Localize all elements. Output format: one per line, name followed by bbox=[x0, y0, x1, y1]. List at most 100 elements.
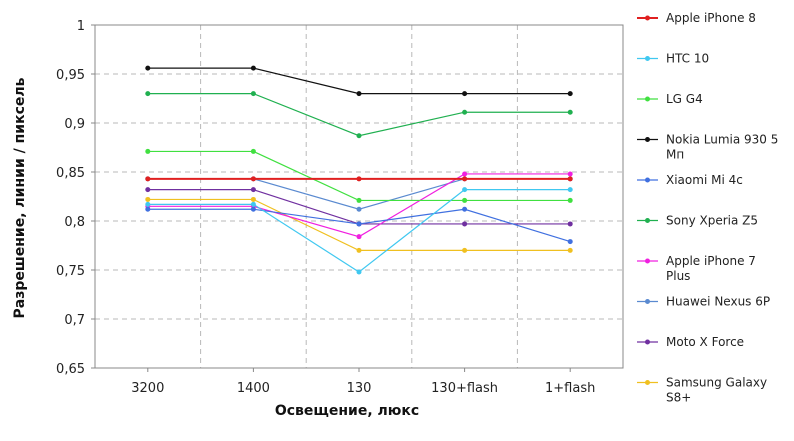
data-point bbox=[462, 176, 468, 182]
legend-item: Sony Xperia Z5 bbox=[637, 214, 758, 228]
legend-item: Huawei Nexus 6P bbox=[637, 295, 770, 309]
legend-swatch-marker bbox=[645, 218, 650, 223]
data-point bbox=[462, 247, 468, 253]
legend-label: LG G4 bbox=[666, 92, 703, 106]
data-point bbox=[145, 196, 151, 202]
data-point bbox=[462, 206, 468, 212]
legend-label: Apple iPhone 7 Plus bbox=[666, 254, 756, 283]
data-point bbox=[356, 221, 362, 227]
legend-item: Samsung Galaxy S8+ bbox=[637, 376, 767, 405]
data-point bbox=[567, 221, 573, 227]
data-point bbox=[567, 109, 573, 115]
legend-label: Nokia Lumia 930 5 Мп bbox=[666, 133, 778, 162]
data-point bbox=[250, 91, 256, 97]
legend-item: Apple iPhone 8 bbox=[637, 11, 756, 25]
y-tick-label: 0,8 bbox=[64, 215, 85, 230]
data-point bbox=[356, 269, 362, 275]
x-tick-label: 130+flash bbox=[431, 381, 498, 396]
data-point bbox=[145, 201, 151, 207]
data-point bbox=[250, 196, 256, 202]
data-point bbox=[356, 247, 362, 253]
legend-swatch-marker bbox=[645, 177, 650, 183]
data-point bbox=[462, 109, 468, 115]
legend-item: HTC 10 bbox=[637, 52, 709, 66]
legend-item: Apple iPhone 7 Plus bbox=[637, 254, 756, 283]
legend-label: Xiaomi Mi 4c bbox=[666, 173, 743, 187]
series-htc-10 bbox=[145, 187, 573, 275]
legend-swatch-marker bbox=[645, 380, 650, 385]
legend-label: HTC 10 bbox=[666, 52, 709, 66]
x-tick-label: 130 bbox=[347, 381, 372, 396]
axes: 0,65 0,7 0,75 0,8 0,85 0,9 0,95 1 3200 1400 130 130… bbox=[56, 19, 624, 396]
series-nokia-lumia-930-5-мп bbox=[145, 65, 573, 97]
legend-swatch-marker bbox=[645, 15, 650, 21]
series-xiaomi-mi-4c bbox=[145, 206, 573, 245]
y-axis-title: Разрешение, линии / пиксель bbox=[12, 77, 28, 318]
y-tick-label: 0,85 bbox=[56, 166, 85, 181]
y-tick-label: 1 bbox=[77, 19, 85, 34]
legend-item: Moto X Force bbox=[637, 335, 744, 349]
x-tick-label: 1400 bbox=[237, 381, 270, 396]
y-tick-label: 0,95 bbox=[56, 68, 85, 83]
legend-item: Nokia Lumia 930 5 Мп bbox=[637, 133, 778, 162]
data-point bbox=[356, 176, 362, 182]
x-axis-title: Освещение, люкс bbox=[275, 403, 419, 419]
series-lg-g4 bbox=[145, 148, 573, 203]
x-tick-label: 3200 bbox=[131, 381, 164, 396]
legend-swatch-marker bbox=[645, 258, 650, 264]
series-sony-xperia-z5 bbox=[145, 91, 573, 139]
legend: Apple iPhone 8 HTC 10 LG G4 Nokia Lumia 930… bbox=[637, 11, 778, 405]
data-point bbox=[567, 91, 573, 97]
series-apple-iphone-8 bbox=[145, 176, 573, 182]
data-point bbox=[567, 176, 573, 182]
legend-label: Sony Xperia Z5 bbox=[666, 214, 758, 228]
y-tick-label: 0,65 bbox=[56, 362, 85, 377]
y-tick-label: 0,7 bbox=[64, 313, 85, 328]
y-tick-label: 0,9 bbox=[64, 117, 85, 132]
data-point bbox=[567, 239, 573, 245]
data-point bbox=[462, 221, 468, 227]
plot-area bbox=[95, 25, 623, 368]
legend-item: LG G4 bbox=[637, 92, 703, 106]
legend-swatch-marker bbox=[645, 339, 650, 345]
data-point bbox=[145, 187, 151, 193]
plot-background bbox=[95, 25, 623, 368]
legend-swatch-marker bbox=[645, 137, 650, 142]
legend-label: Huawei Nexus 6P bbox=[666, 295, 770, 309]
legend-label: Apple iPhone 8 bbox=[666, 11, 756, 25]
data-point bbox=[145, 91, 151, 97]
x-tick-label: 1+flash bbox=[545, 381, 595, 396]
data-point bbox=[250, 176, 256, 182]
data-point bbox=[145, 206, 151, 212]
data-point bbox=[356, 91, 362, 97]
data-point bbox=[145, 65, 151, 71]
y-tick-label: 0,75 bbox=[56, 264, 85, 279]
data-point bbox=[567, 171, 573, 177]
data-point bbox=[250, 201, 256, 207]
series-samsung-galaxy-s8- bbox=[145, 196, 573, 253]
series-group bbox=[145, 65, 573, 275]
legend-swatch-marker bbox=[645, 299, 650, 304]
data-point bbox=[250, 187, 256, 193]
data-point bbox=[356, 197, 362, 203]
legend-label: Samsung Galaxy S8+ bbox=[666, 376, 767, 405]
legend-swatch-marker bbox=[645, 56, 650, 61]
data-point bbox=[567, 197, 573, 203]
data-point bbox=[250, 206, 256, 212]
data-point bbox=[145, 176, 151, 182]
data-point bbox=[462, 91, 468, 97]
legend-swatch-marker bbox=[645, 96, 650, 102]
data-point bbox=[145, 148, 151, 154]
data-point bbox=[462, 171, 468, 177]
data-point bbox=[250, 65, 256, 71]
data-point bbox=[250, 148, 256, 154]
data-point bbox=[356, 133, 362, 139]
legend-item: Xiaomi Mi 4c bbox=[637, 173, 743, 187]
data-point bbox=[462, 187, 468, 193]
data-point bbox=[356, 234, 362, 240]
data-point bbox=[567, 247, 573, 253]
data-point bbox=[356, 206, 362, 212]
data-point bbox=[462, 197, 468, 203]
legend-label: Moto X Force bbox=[666, 335, 744, 349]
